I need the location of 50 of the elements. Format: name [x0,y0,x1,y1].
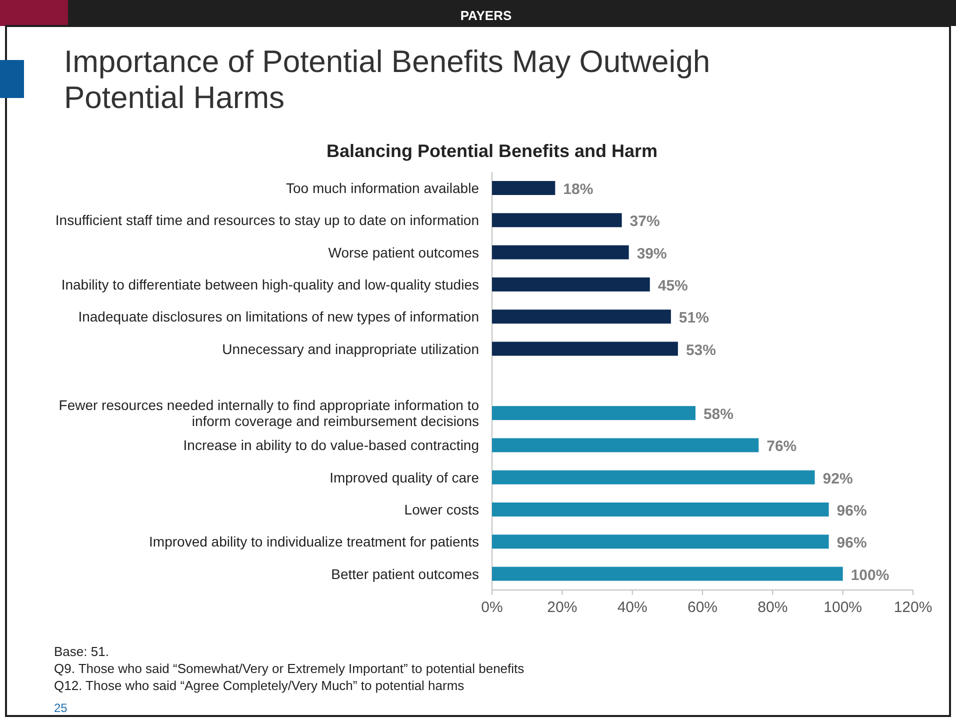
y-tick-label: Fewer resources needed internally to find appropriate information to inform coverage and reimbursement decisions [58,397,480,430]
data-label: 37% [630,213,660,230]
x-tick-label: 80% [758,598,788,616]
bar [492,277,650,292]
bar [492,470,815,484]
bar [492,534,829,549]
data-label: 53% [686,342,716,359]
bar [492,181,556,195]
bar [492,245,629,260]
data-label: 51% [678,310,709,327]
y-tick-label: Inability to differentiate between high-quality and low-quality studies [61,276,479,292]
y-tick-label: Insufficient staff time and resources to stay up to date on information [55,212,479,228]
y-tick-label: Worse patient outcomes [328,244,479,260]
x-tick-label: 20% [547,598,578,616]
x-tick-label: 40% [617,598,648,616]
bar [492,502,829,516]
data-label: 100% [850,566,890,584]
data-label: 39% [636,245,667,262]
bar [492,406,696,420]
y-tick-label: Too much information available [286,180,480,196]
y-tick-label: Lower costs [404,502,479,518]
bar [492,438,759,452]
y-tick-label: Better patient outcomes [331,566,479,582]
data-label: 92% [822,470,853,488]
text: Q9. Those who said “Somewhat/Very or Extremely Important” to potential benefits [54,661,525,676]
bar [492,566,843,581]
x-tick-label: 100% [824,598,862,616]
y-tick-label: Improved quality of care [330,469,480,486]
x-tick-label: 60% [687,598,718,616]
data-label: 18% [563,181,594,198]
bar [492,213,622,228]
text: 25 [54,701,68,715]
y-tick-label: Increase in ability to do value-based contracting [183,437,479,454]
text: Q12. Those who said “Agree Completely/Very Much” to potential harms [54,678,465,693]
bar [492,310,671,324]
text: PAYERS [460,8,512,23]
chart-subtitle: Importance of Potential Benefits May Outweigh Potential Harms [64,44,710,115]
chart-title: Balancing Potential Benefits and Harm [326,141,658,161]
y-tick-label: Unnecessary and inappropriate utilization [222,340,479,357]
bar [492,342,678,356]
y-tick-label: Inadequate disclosures on limitations of new types of information [78,308,479,325]
x-tick-label: 120% [894,598,932,616]
data-label: 58% [703,406,734,424]
data-label: 45% [658,277,688,294]
data-label: 96% [836,502,867,520]
y-tick-label: Improved ability to individualize treatment for patients [149,534,479,550]
x-tick-label: 0% [481,598,503,616]
text: Base: 51. [54,644,109,659]
data-label: 96% [836,534,867,552]
data-label: 76% [766,438,797,456]
